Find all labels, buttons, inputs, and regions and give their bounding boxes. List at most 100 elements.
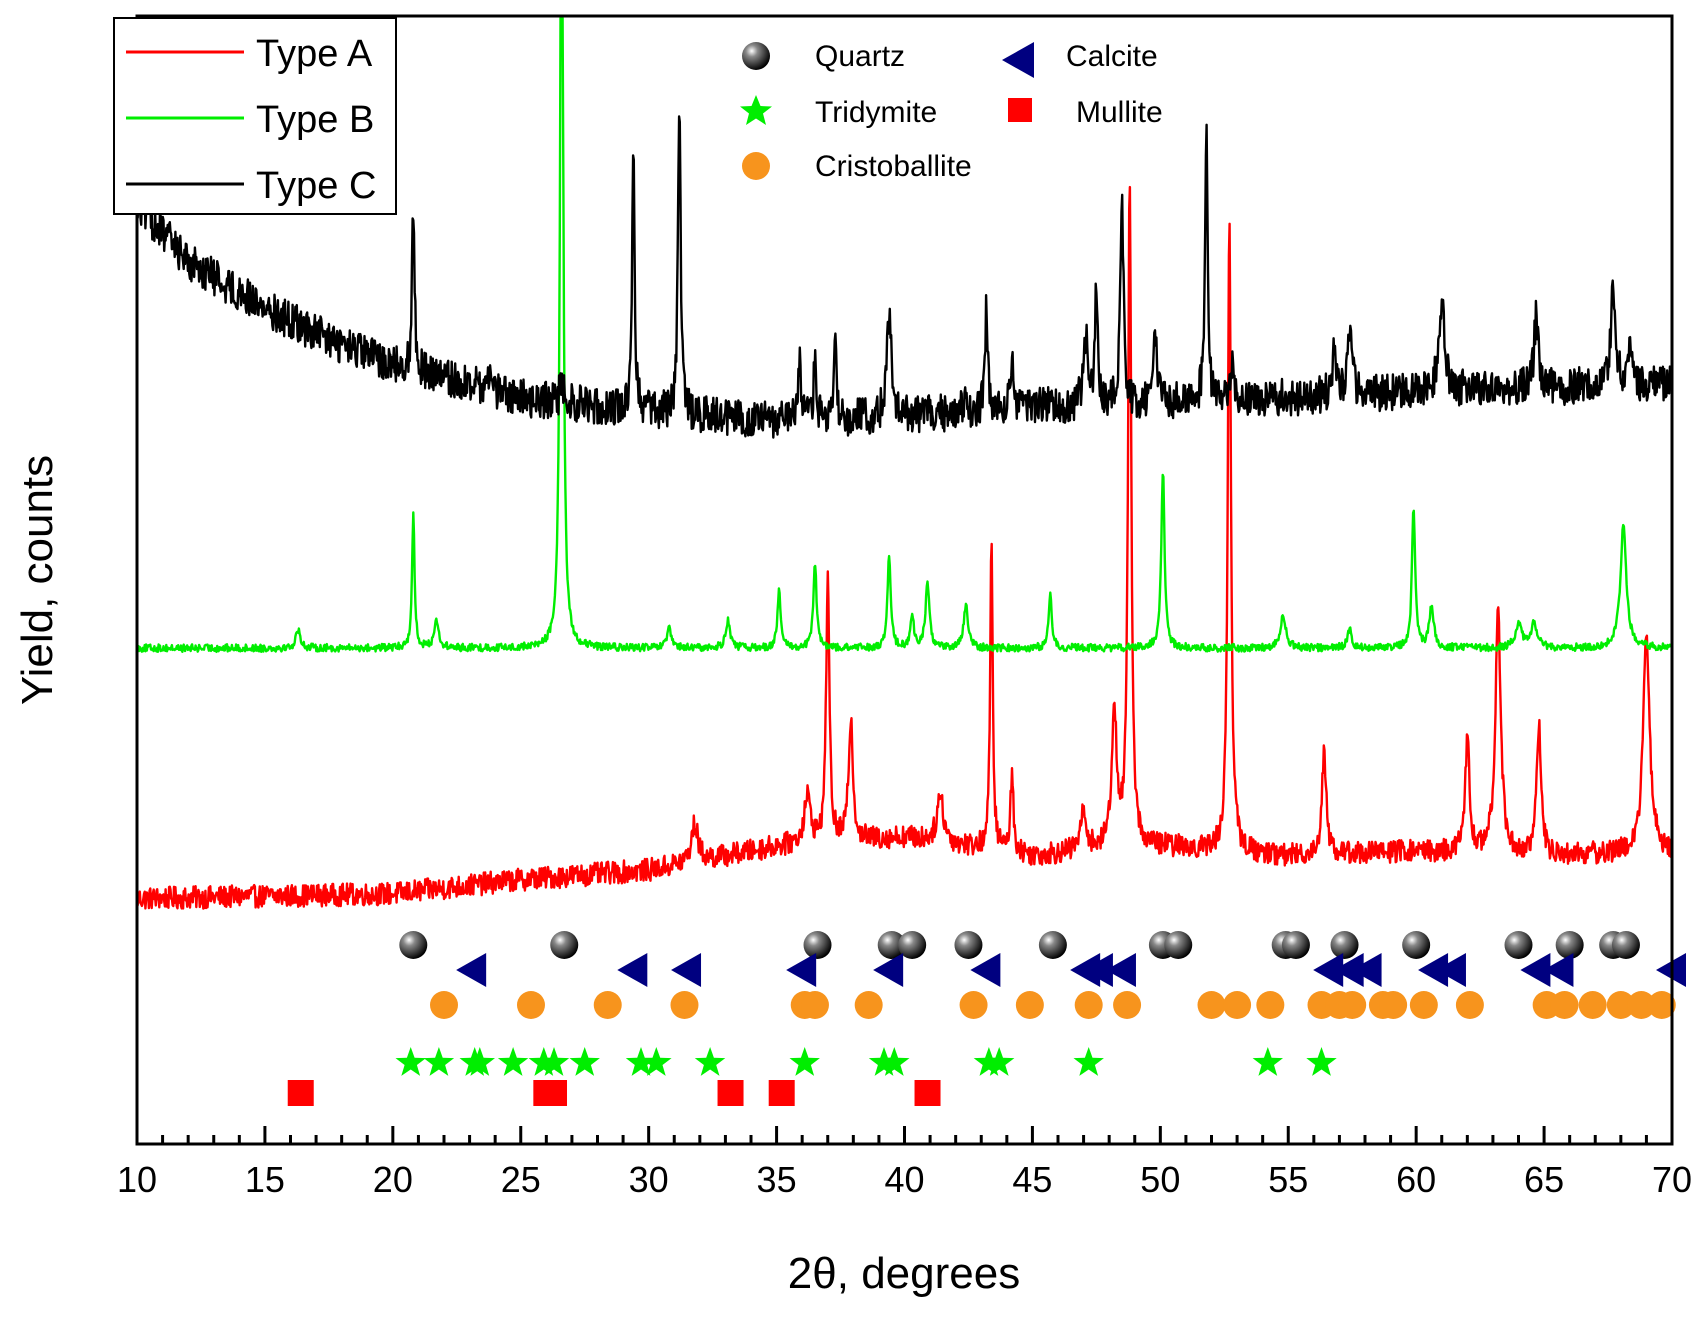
legend-label-type-a: Type A <box>256 33 373 75</box>
marker-cristoballite <box>1409 991 1438 1019</box>
marker-calcite <box>1313 953 1344 987</box>
marker-mullite <box>914 1080 941 1106</box>
marker-cristoballite <box>1455 991 1484 1019</box>
marker-cristoballite <box>1578 991 1607 1019</box>
marker-tridymite <box>879 1047 910 1076</box>
x-tick-label: 10 <box>117 1159 157 1200</box>
x-tick-label: 35 <box>757 1159 797 1200</box>
marker-cristoballite <box>1647 991 1676 1019</box>
marker-tridymite <box>983 1047 1015 1076</box>
marker-quartz <box>1611 931 1640 959</box>
marker-quartz <box>399 931 428 959</box>
marker-mullite <box>541 1080 568 1106</box>
marker-tridymite <box>694 1047 726 1076</box>
marker-cristoballite <box>854 991 883 1019</box>
phase-marker-layer <box>287 931 1686 1106</box>
marker-cristoballite <box>1015 991 1044 1019</box>
marker-tridymite <box>423 1047 455 1076</box>
marker-cristoballite <box>516 991 545 1019</box>
x-tick-label: 45 <box>1012 1159 1052 1200</box>
marker-calcite <box>786 953 817 987</box>
marker-quartz <box>877 931 906 959</box>
legend-symbol-mullite <box>1008 98 1032 122</box>
x-tick-label: 20 <box>373 1159 413 1200</box>
marker-calcite <box>1082 953 1113 987</box>
marker-tridymite <box>497 1047 529 1076</box>
marker-cristoballite <box>1197 991 1226 1019</box>
marker-cristoballite <box>430 991 458 1019</box>
series-layer <box>135 16 1674 910</box>
marker-cristoballite <box>1113 991 1142 1019</box>
marker-quartz <box>550 931 579 959</box>
marker-quartz <box>898 931 927 959</box>
marker-tridymite <box>464 1047 495 1076</box>
marker-quartz <box>1504 931 1533 959</box>
marker-calcite <box>1351 953 1382 987</box>
legend-label-mullite: Mullite <box>1076 96 1163 129</box>
marker-calcite <box>873 953 904 987</box>
marker-cristoballite <box>1074 991 1103 1019</box>
series-line-type-b <box>135 16 1674 653</box>
marker-tridymite <box>569 1047 600 1076</box>
marker-quartz <box>1164 931 1193 959</box>
legend-label-cristoballite: Cristoballite <box>815 150 972 183</box>
marker-calcite <box>1435 953 1466 987</box>
marker-quartz <box>1038 931 1067 959</box>
marker-calcite <box>671 953 702 987</box>
marker-tridymite <box>641 1047 672 1076</box>
legend-label-type-b: Type B <box>256 99 374 141</box>
series-legend: Type A Type B Type C <box>113 17 397 215</box>
marker-calcite <box>456 953 487 987</box>
x-tick-label: 70 <box>1652 1159 1692 1200</box>
x-tick-label: 15 <box>245 1159 285 1200</box>
y-axis-title: Yield, counts <box>13 455 62 705</box>
legend-label-quartz: Quartz <box>815 40 905 73</box>
marker-cristoballite <box>800 991 829 1019</box>
marker-cristoballite <box>1223 991 1252 1019</box>
x-tick-label: 30 <box>629 1159 669 1200</box>
x-tick-label: 65 <box>1524 1159 1564 1200</box>
marker-tridymite <box>789 1047 820 1076</box>
marker-tridymite <box>1073 1047 1104 1076</box>
marker-calcite <box>617 953 648 987</box>
marker-cristoballite <box>959 991 988 1019</box>
marker-cristoballite <box>1256 991 1285 1019</box>
marker-mullite <box>717 1080 744 1106</box>
x-tick-label: 40 <box>884 1159 924 1200</box>
x-axis-title: 2θ, degrees <box>788 1249 1020 1298</box>
x-axis-ticks: 10 15 20 25 30 35 40 45 50 55 60 65 70 <box>117 1126 1692 1200</box>
marker-cristoballite <box>1627 991 1656 1019</box>
legend-symbol-calcite <box>1002 42 1034 78</box>
marker-quartz <box>1555 931 1584 959</box>
marker-tridymite <box>538 1047 570 1076</box>
marker-mullite <box>768 1080 795 1106</box>
marker-quartz <box>803 931 832 959</box>
marker-calcite <box>970 953 1001 987</box>
marker-quartz <box>1402 931 1431 959</box>
x-tick-label: 50 <box>1140 1159 1180 1200</box>
marker-calcite <box>1520 953 1551 987</box>
legend-label-calcite: Calcite <box>1066 40 1158 73</box>
x-tick-label: 55 <box>1268 1159 1308 1200</box>
marker-quartz <box>1330 931 1359 959</box>
marker-cristoballite <box>593 991 622 1019</box>
marker-calcite <box>1105 953 1136 987</box>
marker-cristoballite <box>670 991 699 1019</box>
legend-label-tridymite: Tridymite <box>815 96 937 129</box>
marker-cristoballite <box>1379 991 1408 1019</box>
marker-tridymite <box>1306 1047 1337 1076</box>
marker-quartz <box>954 931 983 959</box>
legend-label-type-c: Type C <box>256 165 376 207</box>
marker-tridymite <box>1252 1047 1283 1076</box>
legend-symbol-cristoballite <box>742 152 770 180</box>
x-tick-label: 25 <box>501 1159 541 1200</box>
series-line-type-a <box>135 185 1674 910</box>
series-line-type-c <box>135 115 1674 439</box>
legend-symbol-tridymite <box>740 95 772 125</box>
x-tick-label: 60 <box>1396 1159 1436 1200</box>
marker-calcite <box>1333 953 1364 987</box>
marker-calcite <box>1418 953 1449 987</box>
marker-mullite <box>287 1080 314 1106</box>
marker-calcite <box>1543 953 1574 987</box>
